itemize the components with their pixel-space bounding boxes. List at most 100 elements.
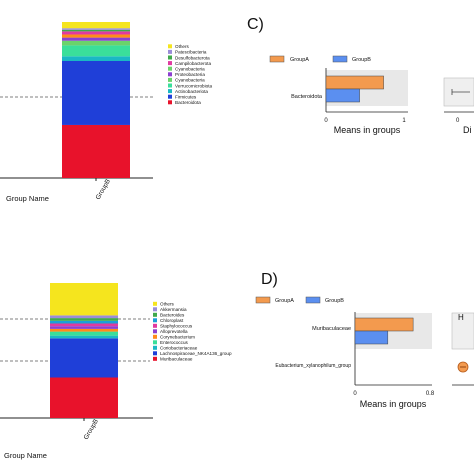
stack-segment [50,338,118,378]
stack-segment [62,28,130,30]
legend-label: Others [175,44,189,49]
legend-label: Others [160,302,174,307]
legend-swatch [153,334,157,339]
legend-swatch [153,318,157,323]
stacked-bar-panel-top: GroupB Group Name OthersPatescibacteriaD… [0,22,212,203]
x-tick-label: 0.8 [426,391,435,397]
legend-label: Alloprevotella [160,329,188,334]
legend-swatch [168,66,172,71]
legend-swatch [153,345,157,350]
legend-swatch [168,100,172,105]
x-tick-label: 1 [402,118,406,124]
x-axis-label-truncated: Di [463,125,472,135]
stack-segment [62,40,130,46]
legend-swatch [168,72,172,77]
x-axis-label: Means in groups [360,399,427,409]
panel-label: D) [261,271,278,288]
legend-label-groupA: GroupA [275,298,294,304]
legend-label-groupB: GroupB [352,57,371,63]
stack-segment [50,315,118,319]
stack-segment [50,323,118,327]
stack-segment [50,326,118,329]
stack-segment [50,320,118,324]
stack-segment [62,56,130,61]
mean-bar [325,88,360,103]
legend-swatch [168,94,172,99]
category-label: GroupB [83,418,100,441]
stack-segment [50,318,118,321]
mean-bar [325,75,384,90]
legend-label-groupA: GroupA [290,57,309,63]
legend-label: Firmicutes [175,95,197,100]
legend-label: Patescibacteria [175,50,207,55]
legend-label: Bacteroidota [175,100,201,105]
legend-swatch-groupA [269,55,285,63]
legend-swatch [168,49,172,54]
legend-swatch [153,351,157,356]
legend-label: Enterococcus [160,340,189,345]
stack-segment [62,37,130,41]
legend-label: Cyanobacteria [175,78,205,83]
category-label: Muribaculaceae [312,326,351,332]
x-axis-label: Group Name [6,194,49,203]
legend-label: Chloroplast [160,318,184,323]
stack-segment [62,22,130,29]
x-tick-label: 0 [456,118,460,124]
category-label: GroupB [95,178,112,201]
legend-swatch [153,323,157,328]
legend-label: Bacteroides [160,313,185,318]
x-axis-label: Group Name [4,451,47,460]
stack-segment [50,331,118,336]
category-label: Bacteroidota [291,94,323,100]
legend-swatch [153,307,157,312]
stack-segment [62,124,130,178]
x-tick-label: 0 [324,118,328,124]
stack-segment [50,335,118,339]
stacked-bar-panel-bottom: GroupB Group Name OthersAkkermansiaBacte… [0,283,232,460]
legend-label-groupB: GroupB [325,298,344,304]
legend-label: Lachnospiraceae_NK4A136_group [160,351,232,356]
legend-label: Coriobacteriaceae [160,346,198,351]
legend-label: Verrucomicrobiota [175,83,212,88]
truncated-panel [451,312,474,350]
legend-swatch [168,61,172,66]
stack-segment [62,61,130,125]
stack-segment [50,283,118,316]
legend-label: Actinobacteriota [175,89,208,94]
stack-segment [62,31,130,35]
legend-swatch [168,77,172,82]
stack-segment [62,29,130,32]
truncated-tick: H [458,313,464,322]
legend-swatch [153,340,157,345]
legend-label: Akkermansia [160,307,187,312]
legend-label: Muribaculaceae [160,357,193,362]
stack-segment [50,328,118,332]
stack-segment [50,377,118,418]
legend-swatch [168,55,172,60]
mean-bar [354,317,414,332]
legend-swatch [153,329,157,334]
legend-label: Staphylococcus [160,324,193,329]
stack-segment [62,45,130,57]
mean-bar-panel-d: D) GroupA GroupB Muribaculaceae Eubacter… [255,271,474,409]
legend-label: Corynebacterium [160,335,195,340]
x-axis-label: Means in groups [334,125,401,135]
legend-swatch [168,89,172,94]
legend-label: Cyanobacteria [175,67,205,72]
legend-swatch-groupA [255,296,271,304]
x-tick-label: 0 [353,391,357,397]
legend-label: Desulfobacterota [175,55,210,60]
legend-swatch-groupB [305,296,321,304]
legend-swatch-groupB [332,55,348,63]
legend-label: Proteobacteria [175,72,205,77]
stack-segment [62,34,130,38]
legend-swatch [153,356,157,361]
legend-swatch [168,44,172,49]
legend-swatch [153,301,157,306]
mean-bar-panel-c: C) GroupA GroupB Bacteroidota 0 1 Means … [247,16,474,135]
category-label: Eubacterium_xylanophilum_group [275,363,351,369]
mean-bar [354,330,389,345]
legend-label: Campilobacterota [175,61,211,66]
legend-swatch [153,312,157,317]
